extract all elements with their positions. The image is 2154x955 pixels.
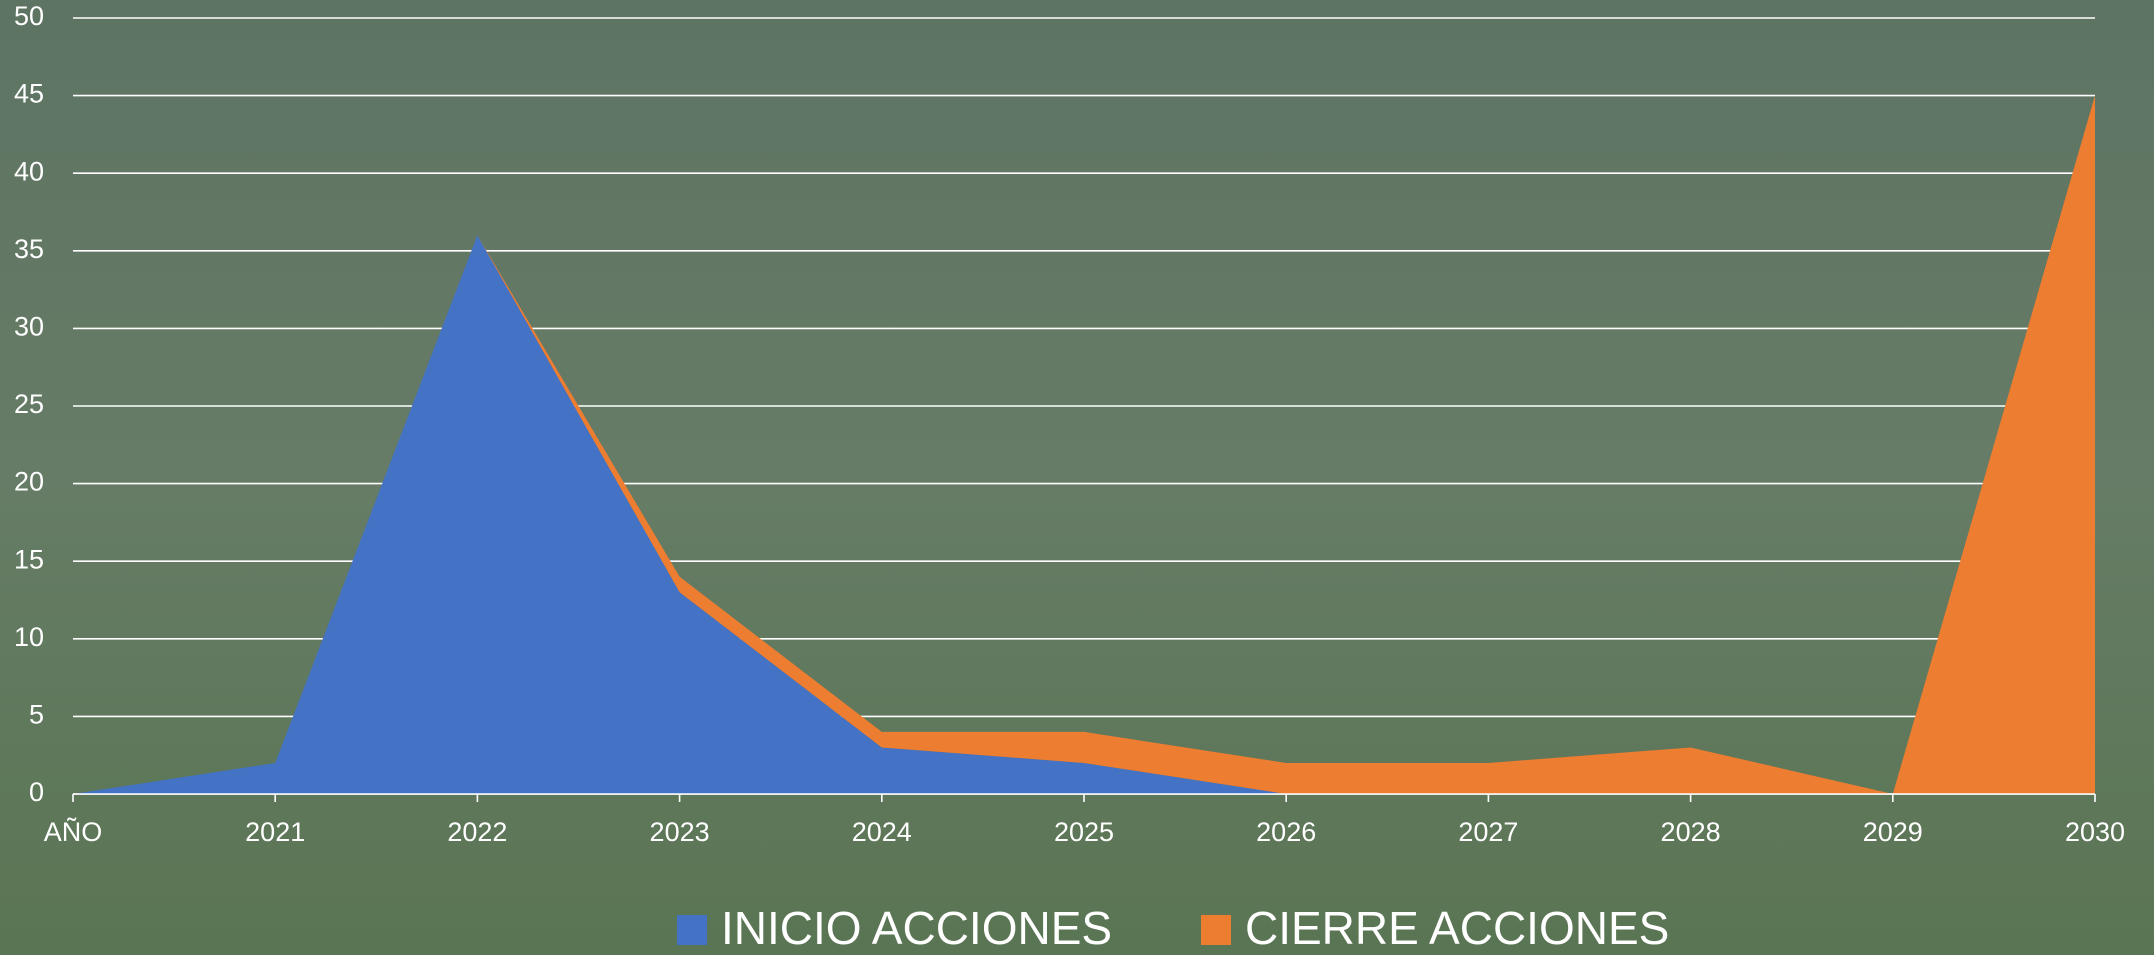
x-tick-label: 2029 <box>1863 817 1923 847</box>
x-tick-label: 2023 <box>650 817 710 847</box>
x-tick-label: 2024 <box>852 817 912 847</box>
y-tick-label: 45 <box>14 79 44 109</box>
x-tick-label: AÑO <box>44 816 103 847</box>
chart: 05101520253035404550AÑO20212022202320242… <box>0 0 2154 955</box>
legend-label: CIERRE ACCIONES <box>1245 902 1669 954</box>
legend-label: INICIO ACCIONES <box>721 902 1112 954</box>
legend-swatch <box>677 915 707 945</box>
y-tick-label: 10 <box>14 622 44 652</box>
x-tick-label: 2025 <box>1054 817 1114 847</box>
y-tick-label: 20 <box>14 467 44 497</box>
x-tick-label: 2026 <box>1256 817 1316 847</box>
y-tick-label: 25 <box>14 389 44 419</box>
y-tick-label: 15 <box>14 544 44 574</box>
x-tick-label: 2021 <box>245 817 305 847</box>
x-tick-label: 2027 <box>1458 817 1518 847</box>
y-tick-label: 30 <box>14 312 44 342</box>
y-tick-label: 0 <box>29 777 44 807</box>
x-tick-label: 2030 <box>2065 817 2125 847</box>
y-tick-label: 50 <box>14 1 44 31</box>
page: 05101520253035404550AÑO20212022202320242… <box>0 0 2154 955</box>
y-tick-label: 35 <box>14 234 44 264</box>
y-tick-label: 40 <box>14 156 44 186</box>
x-tick-label: 2028 <box>1661 817 1721 847</box>
x-tick-label: 2022 <box>447 817 507 847</box>
legend-swatch <box>1201 915 1231 945</box>
background <box>0 0 2154 955</box>
y-tick-label: 5 <box>29 700 44 730</box>
